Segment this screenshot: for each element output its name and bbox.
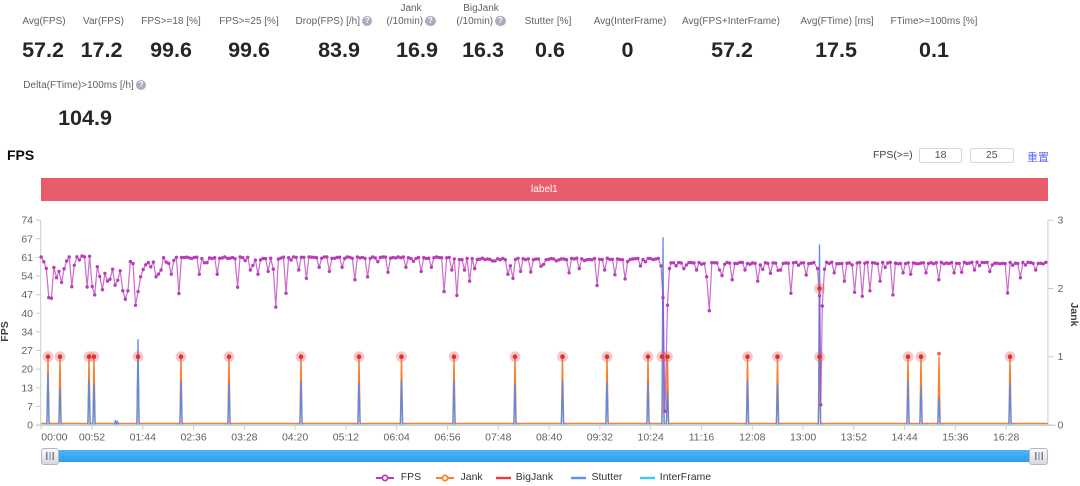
svg-text:05:12: 05:12 [333,432,359,444]
svg-text:13:52: 13:52 [841,432,867,444]
svg-text:27: 27 [21,345,33,357]
svg-text:20: 20 [21,364,33,376]
svg-text:00:00: 00:00 [41,432,67,444]
svg-text:7: 7 [27,401,33,413]
svg-text:13:00: 13:00 [790,432,816,444]
svg-text:1: 1 [1058,351,1064,363]
svg-text:03:28: 03:28 [231,432,257,444]
svg-text:Jank: Jank [1068,303,1080,327]
svg-text:54: 54 [21,271,33,283]
svg-text:01:44: 01:44 [130,432,156,444]
svg-text:2: 2 [1058,283,1064,295]
svg-text:FPS: FPS [0,321,11,341]
svg-text:74: 74 [21,215,33,227]
svg-text:3: 3 [1058,215,1064,227]
svg-text:08:40: 08:40 [536,432,562,444]
svg-text:34: 34 [21,326,33,338]
svg-text:47: 47 [21,289,33,301]
svg-text:15:36: 15:36 [942,432,968,444]
svg-text:02:36: 02:36 [180,432,206,444]
svg-text:04:20: 04:20 [282,432,308,444]
svg-text:11:16: 11:16 [689,432,715,444]
svg-text:09:32: 09:32 [587,432,613,444]
svg-text:67: 67 [21,233,33,245]
svg-text:61: 61 [21,252,33,264]
svg-text:06:04: 06:04 [384,432,410,444]
svg-text:16:28: 16:28 [993,432,1019,444]
svg-text:40: 40 [21,308,33,320]
svg-text:0: 0 [1058,420,1064,432]
svg-text:06:56: 06:56 [434,432,460,444]
svg-text:13: 13 [21,382,33,394]
svg-text:12:08: 12:08 [739,432,765,444]
svg-text:07:48: 07:48 [485,432,511,444]
svg-text:00:52: 00:52 [79,432,105,444]
svg-text:14:44: 14:44 [891,432,917,444]
svg-text:10:24: 10:24 [638,432,664,444]
svg-text:0: 0 [27,420,33,432]
